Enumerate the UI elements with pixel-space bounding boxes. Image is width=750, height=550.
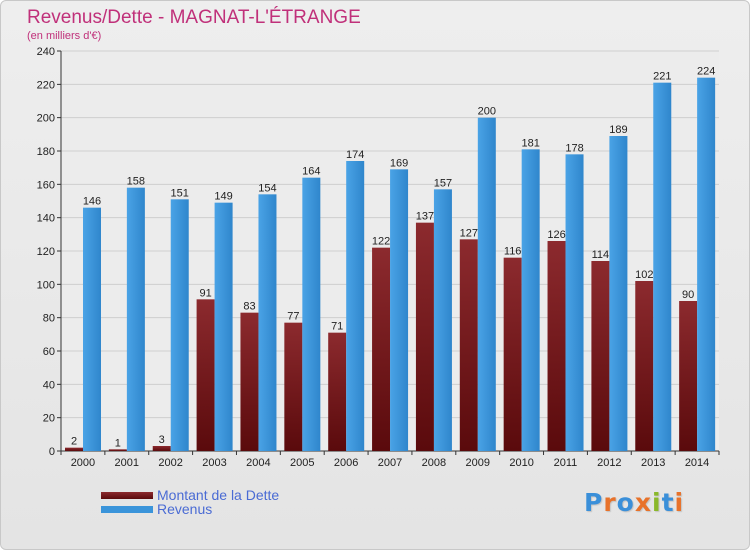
x-tick-label: 2012 xyxy=(597,457,621,469)
data-label-debt: 83 xyxy=(243,301,255,313)
x-tick-label: 2011 xyxy=(554,457,578,469)
data-label-debt: 90 xyxy=(682,289,694,301)
data-label-debt: 102 xyxy=(635,269,653,281)
bar-debt xyxy=(196,299,215,451)
data-label-revenus: 157 xyxy=(434,177,452,189)
legend-item-revenus: Revenus xyxy=(101,501,212,517)
legend-label-revenus: Revenus xyxy=(157,501,213,517)
data-label-debt: 137 xyxy=(416,211,434,223)
legend-label-debt: Montant de la Dette xyxy=(157,487,280,503)
y-tick-label: 160 xyxy=(37,179,55,191)
data-label-debt: 127 xyxy=(460,227,478,239)
legend-item-debt: Montant de la Dette xyxy=(101,487,279,503)
proxiti-logo: Proxiti xyxy=(584,488,685,517)
bar-revenus xyxy=(653,82,672,452)
bar-revenus xyxy=(258,194,277,452)
data-label-debt: 122 xyxy=(372,236,390,248)
y-tick-label: 140 xyxy=(37,213,55,225)
bar-revenus xyxy=(170,199,189,451)
data-label-revenus: 158 xyxy=(127,176,145,188)
data-label-revenus: 181 xyxy=(521,137,539,149)
y-tick-label: 80 xyxy=(43,313,55,325)
x-tick-label: 2007 xyxy=(378,457,402,469)
data-label-revenus: 224 xyxy=(697,66,715,78)
data-label-revenus: 146 xyxy=(83,196,101,208)
x-tick-label: 2010 xyxy=(509,457,533,469)
x-tick-label: 2004 xyxy=(246,457,270,469)
data-label-debt: 1 xyxy=(115,437,121,449)
data-label-debt: 114 xyxy=(592,249,610,261)
bar-debt xyxy=(591,261,610,451)
bar-revenus xyxy=(302,177,321,451)
x-tick-label: 2003 xyxy=(202,457,226,469)
data-label-revenus: 174 xyxy=(346,149,364,161)
y-tick-label: 180 xyxy=(37,146,55,158)
data-label-debt: 71 xyxy=(331,321,343,333)
bar-revenus xyxy=(83,207,101,451)
data-label-revenus: 151 xyxy=(171,187,189,199)
x-tick-label: 2009 xyxy=(465,457,489,469)
data-label-debt: 3 xyxy=(159,434,165,446)
bar-debt xyxy=(284,322,303,451)
bar-revenus xyxy=(346,161,365,451)
x-tick-label: 2013 xyxy=(641,457,665,469)
data-label-revenus: 178 xyxy=(565,142,583,154)
x-tick-label: 2014 xyxy=(685,457,709,469)
bar-revenus xyxy=(477,117,496,452)
bar-debt xyxy=(547,241,566,451)
bar-debt xyxy=(635,281,654,451)
data-label-debt: 77 xyxy=(287,311,299,323)
bar-revenus xyxy=(697,77,716,452)
data-label-debt: 2 xyxy=(71,436,77,448)
bar-debt xyxy=(240,312,259,451)
bar-debt xyxy=(415,222,434,451)
y-tick-label: 120 xyxy=(37,246,55,258)
data-label-debt: 126 xyxy=(547,229,565,241)
bar-debt xyxy=(108,449,127,451)
bar-revenus xyxy=(609,136,628,451)
data-label-revenus: 221 xyxy=(653,71,671,83)
chart-title: Revenus/Dette - MAGNAT-L'ÉTRANGE xyxy=(27,7,361,28)
legend-swatch-revenus xyxy=(101,505,153,513)
bar-debt xyxy=(503,257,522,451)
x-tick-label: 2000 xyxy=(71,457,95,469)
x-tick-label: 2006 xyxy=(334,457,358,469)
data-label-revenus: 169 xyxy=(390,157,408,169)
y-tick-label: 200 xyxy=(37,113,55,125)
y-tick-label: 240 xyxy=(37,46,55,58)
bar-debt xyxy=(152,446,171,451)
data-label-debt: 116 xyxy=(504,246,522,258)
bar-revenus xyxy=(126,187,145,451)
data-label-revenus: 164 xyxy=(302,166,320,178)
chart-subtitle: (en milliers d'€) xyxy=(27,30,102,42)
data-label-debt: 91 xyxy=(199,287,211,299)
legend-swatch-debt xyxy=(101,491,153,499)
y-tick-label: 60 xyxy=(43,346,55,358)
y-tick-label: 40 xyxy=(43,379,55,391)
bar-revenus xyxy=(565,154,584,452)
bar-debt xyxy=(328,332,347,451)
data-label-revenus: 200 xyxy=(478,106,496,118)
data-label-revenus: 189 xyxy=(609,124,627,136)
y-tick-label: 220 xyxy=(37,79,55,91)
y-tick-label: 0 xyxy=(49,446,55,458)
bar-debt xyxy=(679,301,698,451)
x-tick-label: 2008 xyxy=(422,457,446,469)
bar-revenus xyxy=(521,149,540,452)
bar-debt xyxy=(65,447,83,451)
x-tick-label: 2002 xyxy=(158,457,182,469)
data-label-revenus: 154 xyxy=(258,182,276,194)
x-tick-label: 2005 xyxy=(290,457,314,469)
bar-debt xyxy=(459,239,478,451)
bar-debt xyxy=(372,247,391,451)
data-label-revenus: 149 xyxy=(214,191,232,203)
bar-revenus xyxy=(214,202,233,451)
x-tick-label: 2001 xyxy=(115,457,139,469)
bar-revenus xyxy=(390,169,409,452)
bar-revenus xyxy=(433,189,452,452)
y-tick-label: 100 xyxy=(37,279,55,291)
y-tick-label: 20 xyxy=(43,413,55,425)
